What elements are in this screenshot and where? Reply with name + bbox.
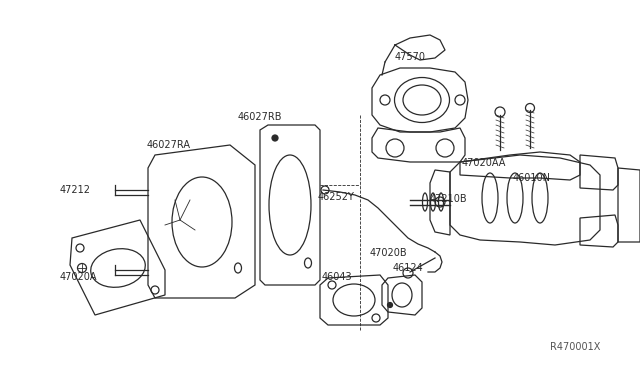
Text: 47020AA: 47020AA: [462, 158, 506, 168]
Text: 46043: 46043: [322, 272, 353, 282]
Ellipse shape: [387, 302, 392, 308]
Text: R470001X: R470001X: [550, 342, 600, 352]
Text: 46010N: 46010N: [513, 173, 551, 183]
Text: 47570: 47570: [395, 52, 426, 62]
Text: 47210B: 47210B: [430, 194, 468, 204]
Text: 46027RA: 46027RA: [147, 140, 191, 150]
Text: 47020A: 47020A: [60, 272, 97, 282]
Text: 47020B: 47020B: [370, 248, 408, 258]
Text: 46252Y: 46252Y: [318, 192, 355, 202]
Text: 47212: 47212: [60, 185, 91, 195]
Ellipse shape: [272, 135, 278, 141]
Text: 46124: 46124: [393, 263, 424, 273]
Text: 46027RB: 46027RB: [238, 112, 282, 122]
